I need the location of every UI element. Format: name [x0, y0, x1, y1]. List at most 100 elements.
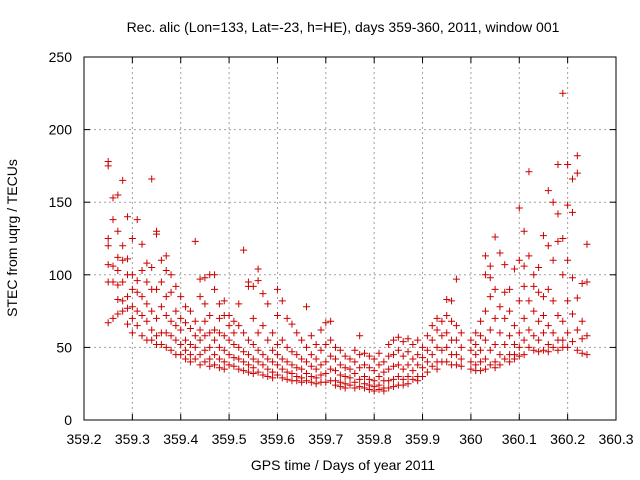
data-point [452, 322, 460, 330]
data-point [394, 346, 402, 354]
data-point [128, 285, 136, 293]
data-point [520, 282, 528, 290]
data-point [356, 364, 364, 372]
data-point [273, 371, 281, 379]
data-point [177, 340, 185, 348]
data-point [448, 297, 456, 305]
data-point [220, 332, 228, 340]
data-point [264, 336, 272, 344]
data-point [128, 329, 136, 337]
data-point [506, 307, 514, 315]
data-point [182, 336, 190, 344]
data-point [307, 378, 315, 386]
data-point [269, 329, 277, 337]
data-point [472, 329, 480, 337]
data-point [448, 317, 456, 325]
data-point [124, 304, 132, 312]
data-point [380, 387, 388, 395]
data-point [327, 365, 335, 373]
data-point [167, 332, 175, 340]
data-point [481, 271, 489, 279]
data-point [443, 311, 451, 319]
data-point [124, 213, 132, 221]
data-point [346, 374, 354, 382]
data-point [235, 300, 243, 308]
data-point [438, 317, 446, 325]
data-point [283, 368, 291, 376]
data-point [452, 275, 460, 283]
data-point [230, 340, 238, 348]
x-tick-label: 359.6 [260, 431, 295, 447]
data-point [298, 336, 306, 344]
data-point [361, 384, 369, 392]
data-point [375, 386, 383, 394]
data-point [530, 346, 538, 354]
data-point [182, 303, 190, 311]
data-point [264, 365, 272, 373]
data-point [148, 336, 156, 344]
data-point [423, 332, 431, 340]
data-point [370, 367, 378, 375]
data-point [162, 343, 170, 351]
data-point [288, 348, 296, 356]
data-point [172, 322, 180, 330]
data-point [564, 256, 572, 264]
data-point [351, 384, 359, 392]
data-point [211, 271, 219, 279]
data-point [153, 230, 161, 238]
data-point [201, 358, 209, 366]
data-point [438, 332, 446, 340]
data-point [128, 303, 136, 311]
data-point [153, 314, 161, 322]
data-point [404, 380, 412, 388]
data-point [302, 377, 310, 385]
data-point [583, 240, 591, 248]
data-point [535, 336, 543, 344]
data-point [191, 332, 199, 340]
data-point [539, 293, 547, 301]
data-point [568, 274, 576, 282]
data-point [365, 364, 373, 372]
data-point [177, 351, 185, 359]
data-point [491, 285, 499, 293]
data-point [486, 274, 494, 282]
data-point [211, 336, 219, 344]
data-point [535, 317, 543, 325]
data-point [283, 375, 291, 383]
data-point [206, 362, 214, 370]
data-point [186, 340, 194, 348]
data-point [361, 349, 369, 357]
data-point [259, 290, 267, 298]
data-point [119, 297, 127, 305]
data-point [269, 346, 277, 354]
data-point [404, 361, 412, 369]
data-point [331, 355, 339, 363]
data-point [399, 338, 407, 346]
data-point [457, 355, 465, 363]
data-point [414, 351, 422, 359]
data-point [269, 358, 277, 366]
data-point [322, 340, 330, 348]
data-point [133, 216, 141, 224]
data-point [240, 246, 248, 254]
data-point [443, 358, 451, 366]
data-point [114, 295, 122, 303]
data-point [457, 362, 465, 370]
data-point [302, 303, 310, 311]
data-point [331, 381, 339, 389]
data-point [351, 370, 359, 378]
data-point [564, 160, 572, 168]
data-point [327, 336, 335, 344]
data-point [186, 358, 194, 366]
x-tick-labels: 359.2 359.3 359.4 359.5 359.6 359.7 359.8 359.9… [66, 431, 633, 447]
data-point [220, 346, 228, 354]
data-point [419, 364, 427, 372]
y-tick-label: 100 [49, 267, 73, 283]
data-point [331, 343, 339, 351]
data-point [264, 372, 272, 380]
data-point [235, 365, 243, 373]
data-point [496, 303, 504, 311]
data-point [293, 364, 301, 372]
data-point [341, 384, 349, 392]
